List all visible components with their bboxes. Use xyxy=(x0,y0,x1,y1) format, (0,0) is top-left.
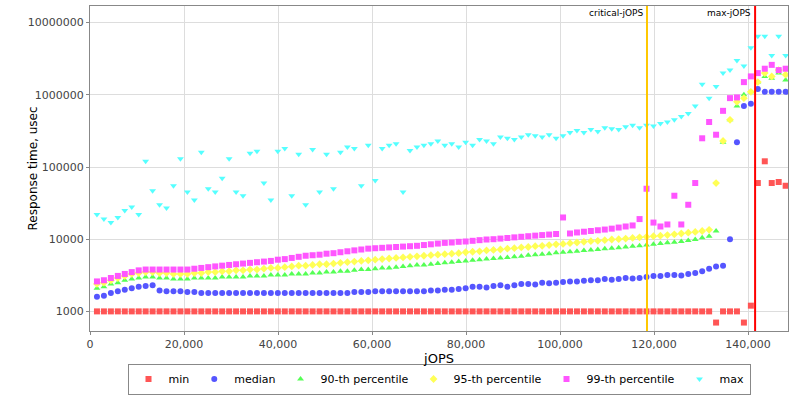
svg-text:median: median xyxy=(234,373,275,386)
svg-text:10000: 10000 xyxy=(49,233,84,246)
svg-text:100,000: 100,000 xyxy=(537,338,583,351)
svg-text:140,000: 140,000 xyxy=(725,338,771,351)
svg-text:0: 0 xyxy=(87,338,94,351)
svg-text:1000: 1000 xyxy=(56,305,84,318)
svg-text:1000000: 1000000 xyxy=(35,89,84,102)
svg-text:jOPS: jOPS xyxy=(423,351,454,366)
svg-text:60,000: 60,000 xyxy=(353,338,392,351)
svg-text:100000: 100000 xyxy=(42,161,84,174)
svg-text:10000000: 10000000 xyxy=(28,16,84,29)
svg-text:critical-jOPS: critical-jOPS xyxy=(589,8,643,18)
svg-text:120,000: 120,000 xyxy=(631,338,677,351)
svg-text:99-th percentile: 99-th percentile xyxy=(587,373,675,386)
svg-text:max: max xyxy=(720,373,744,386)
svg-text:min: min xyxy=(169,373,190,386)
svg-text:40,000: 40,000 xyxy=(259,338,298,351)
svg-text:95-th percentile: 95-th percentile xyxy=(454,373,542,386)
svg-text:90-th percentile: 90-th percentile xyxy=(321,373,409,386)
svg-text:Response time, usec: Response time, usec xyxy=(26,106,40,230)
svg-text:20,000: 20,000 xyxy=(165,338,204,351)
svg-text:max-jOPS: max-jOPS xyxy=(707,8,751,18)
svg-text:80,000: 80,000 xyxy=(447,338,486,351)
